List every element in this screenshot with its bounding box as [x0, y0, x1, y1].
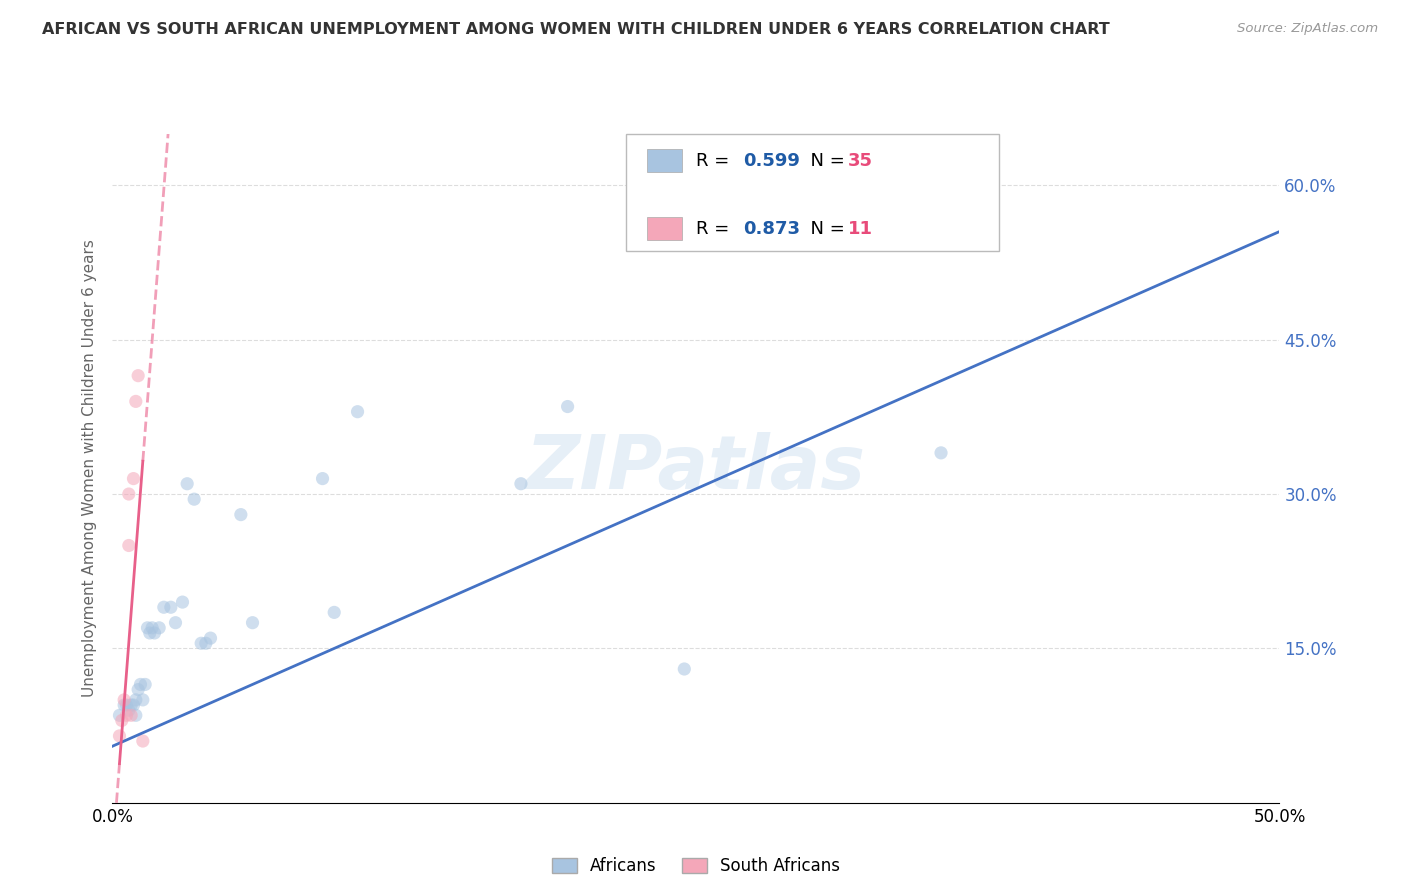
Point: [134, 677, 156, 691]
Point: [183, 492, 205, 507]
Point: [118, 703, 141, 717]
Point: [108, 708, 131, 723]
Point: [132, 693, 155, 707]
Text: N =: N =: [799, 152, 851, 169]
Text: AFRICAN VS SOUTH AFRICAN UNEMPLOYMENT AMONG WOMEN WITH CHILDREN UNDER 6 YEARS CO: AFRICAN VS SOUTH AFRICAN UNEMPLOYMENT AM…: [42, 22, 1109, 37]
Point: [120, 698, 142, 712]
Point: [160, 600, 183, 615]
Point: [242, 615, 264, 630]
Point: [323, 606, 346, 620]
Text: 11: 11: [848, 219, 873, 237]
Text: 35: 35: [848, 152, 873, 169]
Text: N =: N =: [799, 219, 851, 237]
Text: 0.599: 0.599: [742, 152, 800, 169]
Point: [111, 714, 134, 728]
Point: [127, 368, 149, 383]
Point: [129, 677, 152, 691]
Point: [136, 621, 159, 635]
Point: [122, 698, 145, 712]
Text: 0.873: 0.873: [742, 219, 800, 237]
Point: [115, 698, 138, 712]
Text: Source: ZipAtlas.com: Source: ZipAtlas.com: [1237, 22, 1378, 36]
Point: [509, 476, 531, 491]
Point: [190, 636, 212, 650]
Point: [112, 698, 135, 712]
Text: R =: R =: [696, 152, 735, 169]
Point: [115, 708, 138, 723]
Point: [125, 708, 148, 723]
Point: [153, 600, 176, 615]
Point: [125, 394, 148, 409]
Point: [172, 595, 194, 609]
Point: [200, 631, 222, 645]
Point: [143, 626, 166, 640]
Point: [112, 693, 135, 707]
Point: [148, 621, 170, 635]
Point: [557, 400, 579, 414]
Point: [165, 615, 187, 630]
Point: [118, 539, 141, 553]
Text: ZIPatlas: ZIPatlas: [526, 432, 866, 505]
Point: [141, 621, 163, 635]
Point: [176, 476, 198, 491]
Point: [127, 682, 149, 697]
Point: [311, 472, 333, 486]
Point: [929, 446, 952, 460]
Point: [122, 472, 145, 486]
Y-axis label: Unemployment Among Women with Children Under 6 years: Unemployment Among Women with Children U…: [82, 239, 97, 698]
Point: [118, 487, 141, 501]
Point: [120, 708, 142, 723]
Point: [346, 405, 368, 419]
Point: [125, 693, 148, 707]
Point: [673, 662, 696, 676]
Text: R =: R =: [696, 219, 735, 237]
Point: [132, 734, 155, 748]
Point: [139, 626, 162, 640]
Point: [194, 636, 217, 650]
Point: [108, 729, 131, 743]
Point: [229, 508, 252, 522]
Legend: Africans, South Africans: Africans, South Africans: [546, 850, 846, 881]
